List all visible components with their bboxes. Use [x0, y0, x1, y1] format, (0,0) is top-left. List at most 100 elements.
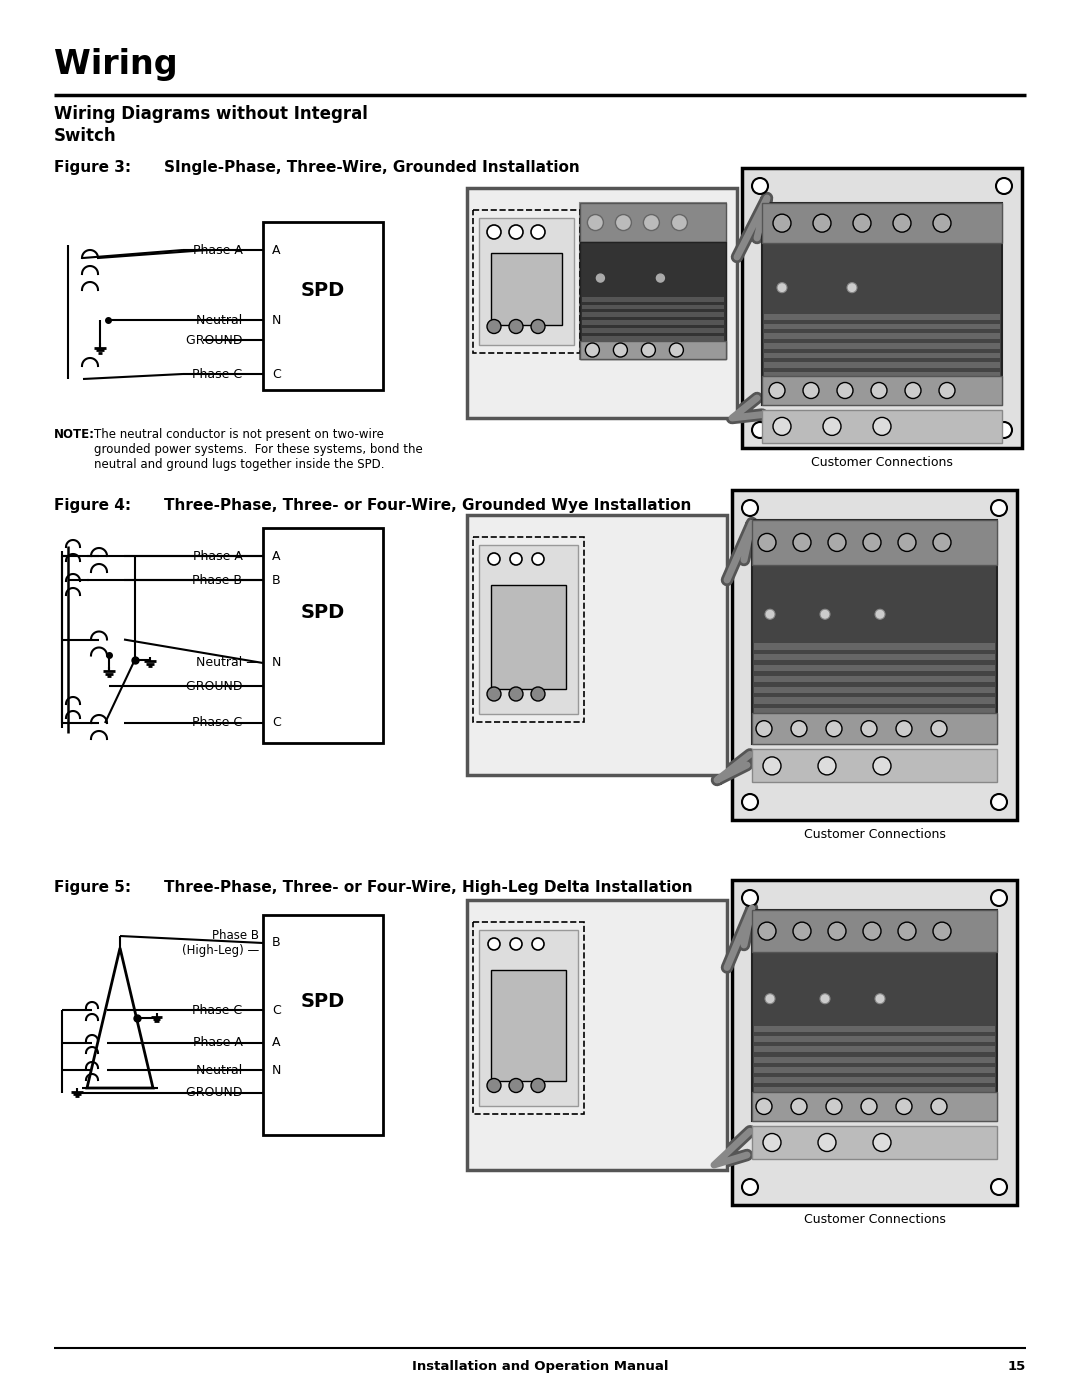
Text: GROUND —: GROUND —: [186, 1087, 259, 1099]
Circle shape: [861, 1098, 877, 1115]
Circle shape: [847, 282, 858, 293]
Bar: [752, 1126, 997, 1158]
Bar: [764, 362, 1000, 367]
Circle shape: [991, 793, 1007, 810]
Text: The neutral conductor is not present on two-wire
grounded power systems.  For th: The neutral conductor is not present on …: [94, 427, 422, 471]
Text: NOTE:: NOTE:: [54, 427, 95, 441]
Circle shape: [933, 214, 951, 232]
Circle shape: [762, 757, 781, 775]
Text: APC: APC: [586, 253, 605, 263]
Circle shape: [765, 993, 775, 1003]
Bar: [491, 253, 562, 324]
Circle shape: [793, 922, 811, 940]
Text: Surge Protection Device: Surge Protection Device: [608, 254, 672, 260]
Text: Surge Protection Device: Surge Protection Device: [788, 583, 864, 588]
Circle shape: [510, 553, 522, 564]
Circle shape: [777, 282, 787, 293]
Bar: [473, 922, 584, 1113]
Bar: [754, 708, 995, 714]
Text: Phase A —: Phase A —: [192, 243, 259, 257]
Circle shape: [873, 1133, 891, 1151]
Bar: [762, 409, 1002, 443]
Circle shape: [931, 1098, 947, 1115]
Circle shape: [488, 553, 500, 564]
Text: Wiring: Wiring: [54, 47, 177, 81]
Bar: [480, 930, 578, 1105]
Circle shape: [863, 534, 881, 552]
Bar: [580, 203, 726, 359]
Text: Neutral —: Neutral —: [197, 313, 259, 327]
Text: C: C: [272, 367, 281, 380]
Text: SPD: SPD: [301, 604, 346, 622]
Text: Figure 5:: Figure 5:: [54, 880, 131, 895]
Circle shape: [893, 214, 912, 232]
Circle shape: [996, 422, 1012, 439]
Circle shape: [758, 922, 777, 940]
Text: Phase C —: Phase C —: [192, 1003, 259, 1017]
Text: B: B: [272, 574, 281, 587]
Bar: [762, 203, 1002, 243]
Bar: [473, 536, 584, 722]
Bar: [467, 900, 727, 1171]
Circle shape: [826, 721, 842, 736]
Circle shape: [818, 757, 836, 775]
Circle shape: [487, 1078, 501, 1092]
Circle shape: [939, 383, 955, 398]
Circle shape: [853, 214, 870, 232]
Bar: [264, 222, 383, 390]
Bar: [480, 218, 573, 345]
Circle shape: [758, 534, 777, 552]
Circle shape: [804, 383, 819, 398]
Bar: [742, 168, 1022, 448]
Text: C: C: [272, 717, 281, 729]
Circle shape: [762, 1133, 781, 1151]
Circle shape: [532, 937, 544, 950]
Text: Phase A —: Phase A —: [192, 1037, 259, 1049]
Bar: [582, 305, 725, 309]
Bar: [491, 970, 566, 1080]
Bar: [752, 712, 997, 745]
Bar: [752, 909, 997, 953]
Bar: [754, 654, 995, 661]
Circle shape: [933, 534, 951, 552]
Circle shape: [870, 383, 887, 398]
Text: Figure 3:: Figure 3:: [54, 161, 131, 175]
Circle shape: [791, 721, 807, 736]
Bar: [754, 686, 995, 693]
Text: Figure 4:: Figure 4:: [54, 497, 131, 513]
Circle shape: [756, 721, 772, 736]
Circle shape: [510, 937, 522, 950]
Circle shape: [488, 937, 500, 950]
Circle shape: [742, 1179, 758, 1194]
Circle shape: [875, 609, 885, 619]
Text: A: A: [272, 1037, 281, 1049]
Bar: [754, 1067, 995, 1073]
Bar: [752, 520, 997, 745]
Circle shape: [991, 890, 1007, 907]
Text: Neutral —: Neutral —: [197, 1063, 259, 1077]
Circle shape: [813, 214, 831, 232]
Circle shape: [752, 177, 768, 194]
Circle shape: [773, 214, 791, 232]
Bar: [582, 320, 725, 326]
Text: Wiring Diagrams without Integral: Wiring Diagrams without Integral: [54, 105, 368, 123]
Text: A: A: [272, 549, 281, 563]
Bar: [764, 324, 1000, 330]
Bar: [580, 242, 726, 359]
Bar: [764, 352, 1000, 358]
Circle shape: [509, 225, 523, 239]
Text: B: B: [272, 936, 281, 950]
Circle shape: [896, 1098, 912, 1115]
Bar: [764, 342, 1000, 349]
Bar: [732, 490, 1017, 820]
Circle shape: [873, 757, 891, 775]
Text: GROUND —: GROUND —: [186, 679, 259, 693]
Circle shape: [531, 225, 545, 239]
Circle shape: [823, 418, 841, 436]
Circle shape: [531, 320, 545, 334]
Bar: [752, 520, 997, 564]
Text: Customer Connections: Customer Connections: [804, 1213, 945, 1227]
Bar: [752, 749, 997, 782]
Circle shape: [531, 687, 545, 701]
Circle shape: [509, 687, 523, 701]
